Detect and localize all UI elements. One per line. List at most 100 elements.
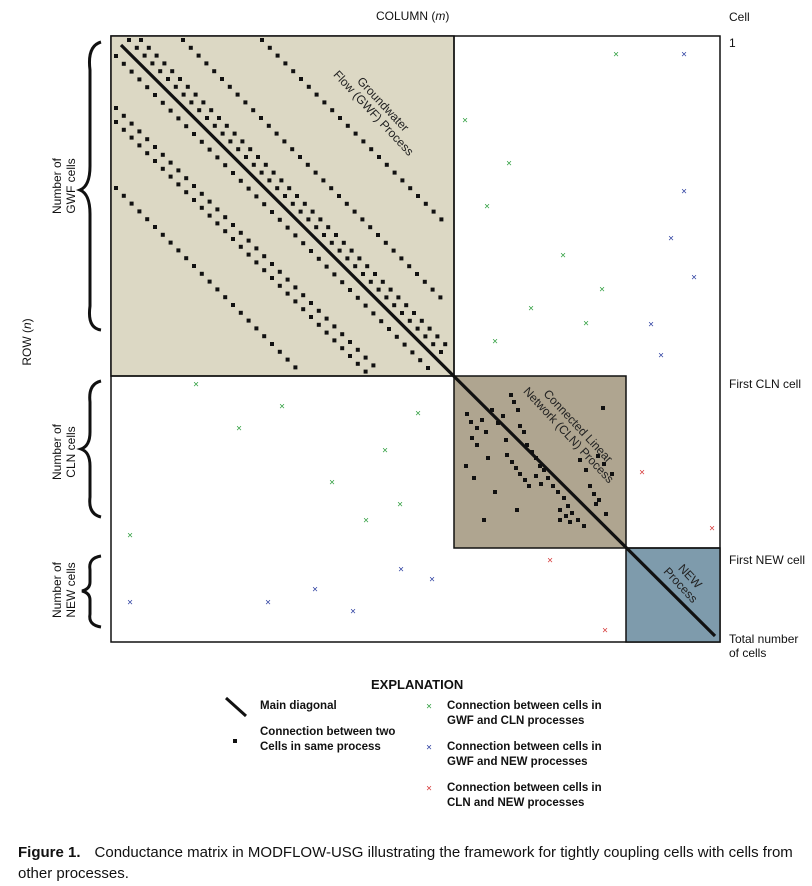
cln-connection-dot: [584, 468, 588, 472]
gwf-connection-dot: [168, 174, 173, 179]
cln-connection-dot: [525, 443, 529, 447]
gwf-connection-dot: [345, 256, 350, 261]
cln-new-connection-marker: ×: [547, 556, 553, 567]
gwf-connection-dot: [426, 366, 430, 370]
gwf-connection-dot: [145, 151, 150, 156]
cell-header: Cell: [729, 10, 750, 24]
gwf-connection-dot: [348, 354, 352, 358]
gwf-connection-dot: [293, 285, 298, 290]
gwf-cln-connection-marker: ×: [462, 116, 468, 127]
gwf-connection-dot: [363, 369, 368, 374]
gwf-connection-dot: [129, 201, 134, 206]
cln-connection-dot: [538, 464, 542, 468]
legend-x-symbols: × × ×: [426, 702, 432, 795]
gwf-connection-dot: [314, 225, 319, 230]
gwf-connection-dot: [430, 287, 435, 292]
gwf-connection-dot: [160, 100, 165, 105]
gwf-cln-connection-marker: ×: [363, 516, 369, 527]
gwf-connection-dot: [293, 233, 298, 238]
gwf-connection-dot: [383, 240, 388, 245]
gwf-connection-dot: [137, 209, 142, 214]
gwf-connection-dot: [199, 139, 204, 144]
gwf-connection-dot: [205, 116, 209, 120]
gwf-connection-dot: [348, 340, 352, 344]
gwf-connection-dot: [324, 330, 329, 335]
gwf-connection-dot: [415, 272, 419, 276]
gwf-connection-dot: [365, 264, 370, 269]
cln-connection-dot: [568, 520, 572, 524]
gwf-connection-dot: [137, 77, 142, 82]
cln-connection-dot: [516, 408, 520, 412]
gwf-connection-dot: [232, 131, 237, 136]
legend-cln-new: Connection between cells in CLN and NEW p…: [447, 782, 602, 809]
cln-connection-dot: [465, 412, 469, 416]
legend-gwf-new: Connection between cells in GWF and NEW p…: [447, 741, 602, 768]
gwf-connection-dot: [368, 225, 373, 230]
cln-connection-dot: [582, 524, 586, 528]
gwf-connection-dot: [361, 139, 366, 144]
gwf-cln-connection-marker: ×: [492, 337, 498, 348]
gwf-connection-dot: [238, 244, 243, 249]
gwf-connection-dot: [309, 249, 313, 253]
first-cln-cell-label: First CLN cell: [729, 377, 802, 391]
gwf-connection-dot: [270, 210, 274, 214]
gwf-connection-dot: [181, 38, 185, 42]
gwf-cln-connection-marker: ×: [528, 304, 534, 315]
gwf-connection-dot: [298, 209, 303, 214]
cln-connection-dot: [512, 400, 516, 404]
gwf-new-connection-marker: ×: [312, 585, 318, 596]
gwf-cln-connection-marker: ×: [484, 202, 490, 213]
gwf-connection-dot: [134, 45, 139, 50]
first-new-cell-label: First NEW cell: [729, 553, 805, 567]
gwf-connection-dot: [178, 77, 182, 81]
column-axis-label: COLUMN (m): [376, 9, 450, 23]
gwf-connection-dot: [422, 279, 427, 284]
gwf-connection-dot: [396, 295, 401, 300]
gwf-connection-dot: [238, 230, 243, 235]
gwf-connection-dot: [338, 116, 342, 120]
gwf-connection-dot: [227, 84, 232, 89]
gwf-connection-dot: [121, 127, 126, 132]
gwf-connection-dot: [316, 308, 321, 313]
new-count-label: Number of NEW cells: [50, 561, 78, 619]
gwf-connection-dot: [384, 295, 389, 300]
gwf-connection-dot: [259, 170, 264, 175]
gwf-connection-dot: [332, 272, 337, 277]
gwf-connection-dot: [340, 346, 345, 351]
gwf-connection-dot: [235, 92, 240, 97]
gwf-connection-dot: [121, 113, 126, 118]
gwf-connection-dot: [283, 61, 288, 66]
gwf-connection-dot: [223, 295, 228, 300]
gwf-connection-dot: [277, 349, 282, 354]
gwf-connection-dot: [197, 108, 202, 113]
gwf-connection-dot: [114, 106, 118, 110]
gwf-connection-dot: [384, 162, 389, 167]
gwf-connection-dot: [357, 256, 362, 261]
cln-connection-dot: [562, 496, 566, 500]
gwf-connection-dot: [176, 116, 181, 121]
gwf-connection-dot: [324, 316, 329, 321]
cln-connection-dot: [542, 468, 546, 472]
gwf-connection-dot: [184, 124, 189, 129]
cln-connection-dot: [470, 436, 474, 440]
gwf-connection-dot: [332, 324, 337, 329]
legend-green-x-symbol: ×: [426, 702, 432, 713]
gwf-connection-dot: [189, 100, 194, 105]
gwf-connection-dot: [207, 213, 212, 218]
cln-connection-dot: [493, 490, 497, 494]
gwf-connection-dot: [410, 350, 415, 355]
gwf-connection-dot: [439, 217, 444, 222]
gwf-connection-dot: [236, 147, 241, 152]
cln-connection-dot: [475, 426, 479, 430]
gwf-connection-dot: [293, 299, 298, 304]
gwf-connection-dot: [277, 283, 282, 288]
cln-connection-dot: [566, 504, 570, 508]
gwf-connection-dot: [301, 293, 306, 298]
gwf-connection-dot: [355, 361, 360, 366]
cln-connection-dot: [576, 518, 580, 522]
gwf-connection-dot: [160, 152, 165, 157]
gwf-connection-dot: [184, 190, 189, 195]
gwf-connection-dot: [246, 252, 251, 257]
cln-connection-dot: [484, 430, 488, 434]
